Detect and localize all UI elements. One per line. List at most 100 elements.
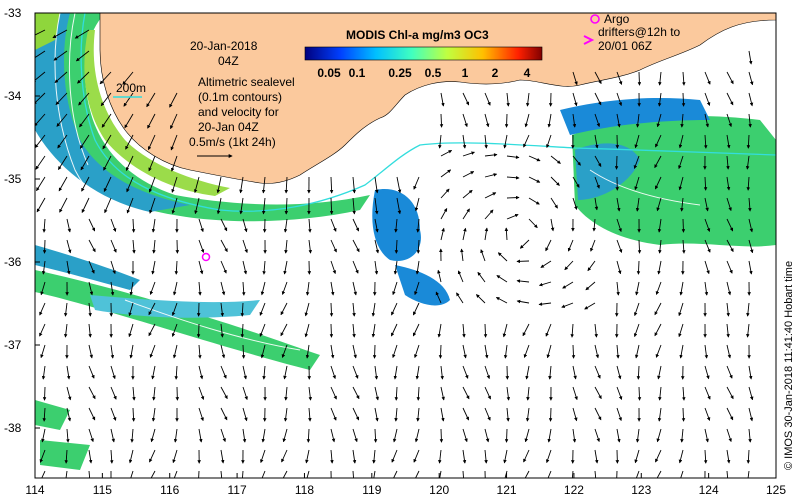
velocity-arrow bbox=[99, 71, 112, 85]
velocity-arrow bbox=[220, 260, 227, 274]
velocity-arrow bbox=[726, 260, 733, 274]
velocity-arrow bbox=[550, 155, 561, 164]
time-label: 04Z bbox=[218, 54, 239, 68]
velocity-arrow bbox=[571, 344, 576, 359]
velocity-arrow bbox=[746, 323, 750, 338]
velocity-arrow bbox=[306, 470, 310, 478]
velocity-arrow bbox=[281, 344, 288, 358]
velocity-arrow bbox=[616, 281, 620, 296]
velocity-arrow bbox=[329, 176, 334, 194]
velocity-arrow bbox=[147, 134, 156, 151]
velocity-arrow bbox=[330, 218, 337, 232]
velocity-arrow bbox=[282, 470, 288, 478]
velocity-arrow bbox=[462, 189, 473, 199]
velocity-arrow bbox=[284, 176, 289, 194]
velocity-arrow bbox=[374, 386, 379, 401]
velocity-arrow bbox=[242, 239, 248, 254]
velocity-arrow bbox=[416, 386, 421, 401]
velocity-arrow bbox=[484, 386, 491, 400]
velocity-arrow bbox=[371, 323, 376, 338]
velocity-arrow bbox=[548, 407, 553, 422]
velocity-arrow bbox=[616, 197, 621, 212]
velocity-arrow bbox=[572, 428, 577, 443]
velocity-arrow bbox=[77, 71, 90, 84]
velocity-arrow bbox=[242, 428, 247, 443]
velocity-arrow bbox=[655, 344, 662, 358]
velocity-arrow bbox=[35, 155, 46, 170]
velocity-arrow bbox=[528, 218, 538, 229]
velocity-arrow bbox=[88, 323, 92, 338]
velocity-arrow bbox=[81, 176, 90, 192]
velocity-arrow bbox=[394, 218, 398, 233]
velocity-arrow bbox=[616, 113, 621, 128]
velocity-arrow bbox=[352, 239, 360, 253]
velocity-arrow bbox=[330, 407, 337, 421]
x-tick-label: 120 bbox=[429, 483, 449, 497]
argo-legend: Argo drifters@12h to 20/01 06Z bbox=[583, 12, 681, 53]
colorbar-tick-label: 0.05 bbox=[317, 66, 341, 80]
velocity-arrow bbox=[636, 260, 641, 275]
velocity-arrow bbox=[594, 134, 599, 149]
velocity-arrow bbox=[503, 449, 508, 464]
velocity-arrow bbox=[260, 449, 266, 464]
velocity-arrow bbox=[40, 344, 46, 359]
velocity-arrow bbox=[635, 113, 640, 128]
velocity-arrow bbox=[658, 71, 662, 86]
velocity-arrow bbox=[193, 176, 200, 194]
velocity-arrow bbox=[304, 323, 310, 338]
sealevel-legend: Altimetric sealevel (0.1m contours) and … bbox=[189, 75, 295, 158]
velocity-arrow bbox=[435, 291, 442, 304]
velocity-arrow bbox=[35, 50, 46, 61]
velocity-arrow bbox=[79, 113, 90, 128]
velocity-arrow bbox=[415, 365, 420, 380]
colorbar-tick-label: 0.5 bbox=[425, 66, 442, 80]
velocity-arrow bbox=[390, 323, 398, 337]
velocity-arrow bbox=[703, 134, 708, 149]
velocity-arrow bbox=[39, 323, 46, 337]
velocity-arrow bbox=[440, 188, 450, 199]
velocity-arrow bbox=[392, 281, 398, 296]
y-tick-label: -35 bbox=[4, 172, 22, 186]
isobath-200m bbox=[80, 13, 776, 212]
velocity-arrow bbox=[681, 218, 686, 233]
velocity-arrow bbox=[678, 449, 684, 464]
velocity-arrow bbox=[242, 365, 247, 380]
velocity-arrow bbox=[394, 407, 398, 422]
velocity-arrow bbox=[416, 218, 420, 233]
velocity-arrow bbox=[149, 449, 156, 463]
velocity-arrow bbox=[523, 449, 530, 463]
velocity-arrow bbox=[524, 470, 530, 478]
velocity-arrow bbox=[171, 197, 178, 214]
velocity-arrow bbox=[519, 239, 530, 249]
velocity-arrow bbox=[564, 260, 574, 271]
velocity-arrow bbox=[80, 155, 90, 171]
velocity-arrow bbox=[550, 218, 555, 232]
velocity-arrow bbox=[526, 386, 530, 401]
velocity-arrow bbox=[462, 365, 469, 379]
argo-line-3: 20/01 06Z bbox=[598, 39, 652, 53]
velocity-arrow bbox=[748, 260, 753, 275]
velocity-arrow bbox=[123, 92, 134, 107]
velocity-arrow bbox=[704, 260, 710, 275]
velocity-arrow bbox=[680, 113, 684, 128]
x-axis: 114 115 116 117 118 119 120 121 122 123 124 125 bbox=[25, 473, 786, 497]
velocity-arrow bbox=[637, 239, 642, 254]
velocity-arrow bbox=[242, 218, 248, 233]
velocity-arrow bbox=[439, 113, 444, 128]
velocity-arrow bbox=[171, 176, 178, 193]
velocity-arrow bbox=[396, 176, 402, 194]
velocity-arrow bbox=[726, 386, 734, 400]
velocity-arrow bbox=[352, 302, 356, 317]
velocity-arrow bbox=[496, 275, 508, 283]
velocity-arrow bbox=[88, 302, 92, 317]
colorbar: MODIS Chl-a mg/m3 OC3 0.05 0.1 0.25 0.5 1 2 4 bbox=[304, 28, 543, 80]
velocity-arrow bbox=[172, 344, 178, 359]
velocity-arrow bbox=[393, 260, 398, 275]
argo-line-2: drifters@12h to bbox=[598, 25, 681, 39]
velocity-arrow bbox=[656, 470, 662, 478]
velocity-arrow bbox=[40, 281, 46, 296]
velocity-arrow bbox=[373, 428, 378, 443]
x-tick-label: 121 bbox=[497, 483, 517, 497]
velocity-arrow bbox=[438, 449, 442, 464]
